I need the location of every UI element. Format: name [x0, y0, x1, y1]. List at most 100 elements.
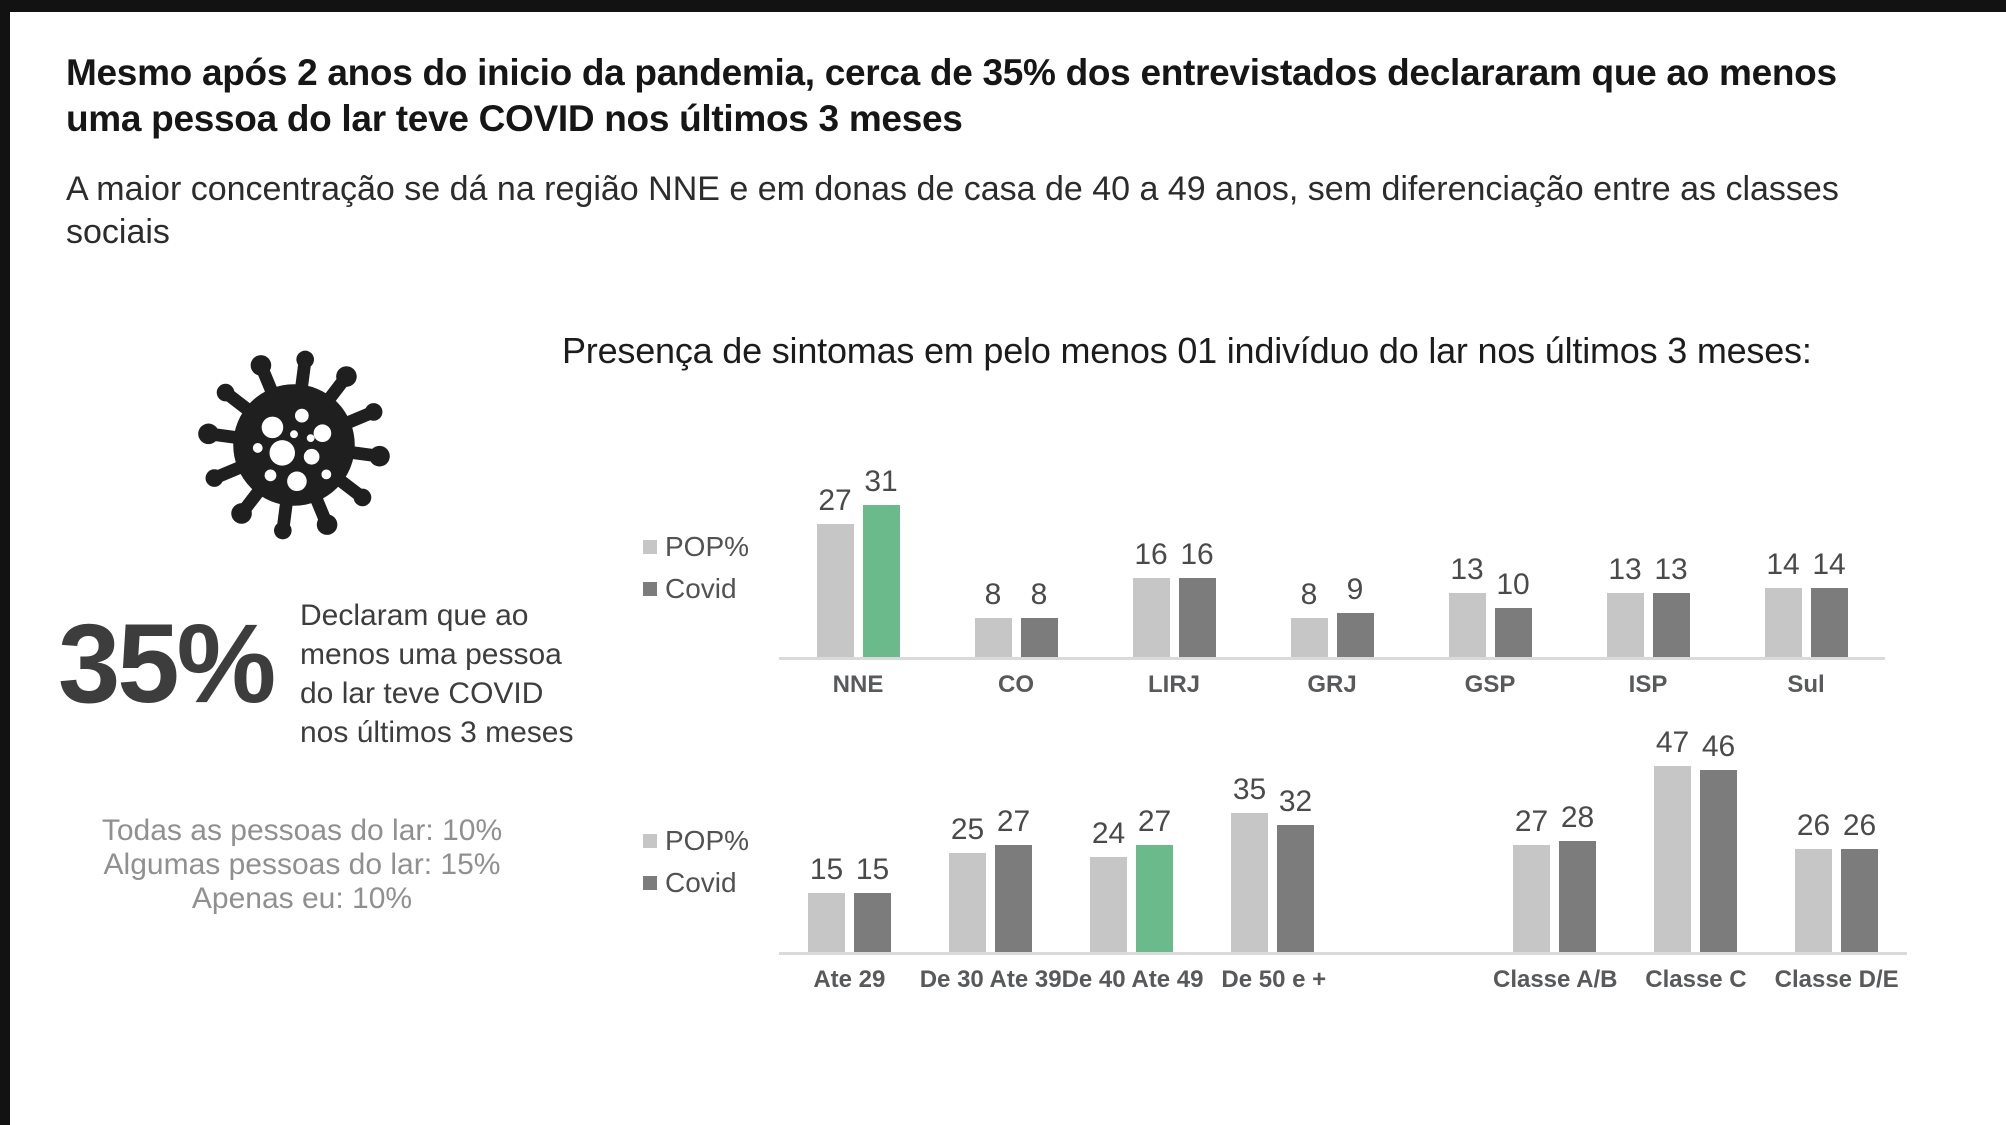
bar-POP%-NNE: [816, 524, 854, 657]
bar-POP%-GRJ: [1290, 618, 1328, 657]
stat-description: Declaram que ao menos uma pessoa do lar …: [300, 599, 574, 749]
bar-group-De 50 e +: 35 32: [1202, 774, 1343, 952]
breakdown-line-algumas: Algumas pessoas do lar: 15%: [103, 848, 501, 881]
value-label-Covid-GSP: 10: [1496, 568, 1530, 601]
legend-swatch: [643, 581, 657, 596]
bar-group-GSP: 13 10: [1411, 554, 1569, 657]
category-label-LIRJ: LIRJ: [1147, 671, 1200, 698]
bar-POP%-LIRJ: [1132, 578, 1170, 657]
bar-group-Classe C: 47 46: [1625, 727, 1766, 952]
bar-POP%-GSP: [1448, 593, 1486, 657]
bar-POP%-De 50 e +: [1231, 813, 1268, 952]
category-label-NNE: NNE: [832, 671, 884, 698]
value-label-POP%-GRJ: 8: [1300, 578, 1318, 611]
value-label-Covid-CO: 8: [1030, 578, 1048, 611]
value-label-POP%-GSP: 13: [1450, 553, 1484, 586]
bar-POP%-Classe D/E: [1795, 849, 1832, 952]
value-label-Covid-De 50 e +: 32: [1278, 785, 1313, 818]
legend-swatch: [643, 833, 657, 848]
value-label-Covid-Classe D/E: 26: [1842, 809, 1877, 842]
bar-group-De 40 Ate 49: 24 27: [1061, 806, 1202, 952]
legend-swatch: [643, 875, 657, 890]
legend-label: Covid: [665, 573, 737, 604]
bar-Covid-NNE: [862, 505, 900, 657]
slide-title: Mesmo após 2 anos do inicio da pandemia,…: [66, 52, 1837, 140]
value-label-POP%-Sul: 14: [1766, 548, 1800, 581]
category-label-De 50 e +: De 50 e +: [1221, 966, 1327, 993]
value-label-POP%-ISP: 13: [1608, 553, 1642, 586]
demographic-chart-legend: POP% Covid: [643, 826, 749, 897]
value-label-POP%-Ate 29: 15: [809, 853, 844, 886]
bar-POP%-ISP: [1606, 593, 1644, 657]
region-chart-category-labels: NNE CO LIRJ GRJ GSP ISP Sul: [779, 671, 1885, 699]
bar-POP%-Ate 29: [808, 893, 845, 952]
category-label-CO: CO: [998, 671, 1034, 698]
category-label-Ate 29: Ate 29: [813, 966, 886, 993]
value-label-POP%-NNE: 27: [818, 484, 852, 517]
region-bar-chart: 27 31 8 8 16 16 8 9 13 10 13 13 14 14 NNE CO LIRJ GRJ GSP…: [779, 466, 1885, 699]
stat-35-percent: 35%: [58, 601, 276, 726]
bar-POP%-Classe C: [1654, 766, 1691, 952]
value-label-Covid-Classe A/B: 28: [1560, 801, 1595, 834]
bar-Covid-Classe D/E: [1841, 849, 1878, 952]
bar-Covid-Classe A/B: [1559, 841, 1596, 952]
region-chart-plot-area: 27 31 8 8 16 16 8 9 13 10 13 13 14 14: [779, 466, 1885, 657]
region-chart-legend: POP% Covid: [643, 532, 749, 603]
breakdown-line-todas: Todas as pessoas do lar: 10%: [101, 814, 503, 847]
bar-group-Sul: 14 14: [1727, 549, 1885, 657]
bar-Covid-De 50 e +: [1277, 825, 1314, 952]
category-label-ISP: ISP: [1628, 671, 1668, 698]
category-label-De 30 Ate 39: De 30 Ate 39: [919, 966, 1062, 993]
top-accent-bar: [0, 0, 2006, 12]
value-label-Covid-LIRJ: 16: [1180, 538, 1214, 571]
value-label-Covid-Ate 29: 15: [855, 853, 890, 886]
bar-group-Ate 29: 15 15: [779, 854, 920, 952]
category-label-GSP: GSP: [1464, 671, 1516, 698]
bar-Covid-GRJ: [1336, 613, 1374, 657]
region-chart-axis-line: [779, 657, 1885, 660]
bar-group-Classe A/B: 27 28: [1484, 802, 1625, 952]
bar-Covid-Ate 29: [854, 893, 891, 952]
bar-Covid-CO: [1020, 618, 1058, 657]
legend-item-pop: POP%: [643, 826, 749, 855]
stat-breakdown: Todas as pessoas do lar: 10% Algumas pes…: [82, 814, 522, 916]
left-accent-bar: [0, 0, 10, 1125]
value-label-POP%-De 50 e +: 35: [1232, 773, 1267, 806]
category-label-Classe D/E: Classe D/E: [1774, 966, 1899, 993]
category-label-GRJ: GRJ: [1307, 671, 1357, 698]
legend-label: POP%: [665, 531, 750, 562]
value-label-Covid-De 40 Ate 49: 27: [1137, 805, 1172, 838]
bar-group-LIRJ: 16 16: [1095, 539, 1253, 657]
value-label-Covid-Sul: 14: [1812, 548, 1846, 581]
value-label-POP%-De 30 Ate 39: 25: [950, 813, 985, 846]
bar-Covid-Classe C: [1700, 770, 1737, 952]
bar-Covid-De 30 Ate 39: [995, 845, 1032, 952]
bar-POP%-CO: [974, 618, 1012, 657]
breakdown-line-apenas: Apenas eu: 10%: [191, 882, 413, 915]
demographic-chart-axis-line: [779, 952, 1907, 955]
category-label-spacer: [1344, 966, 1485, 994]
legend-item-covid: Covid: [643, 868, 749, 897]
bar-group-NNE: 27 31: [779, 466, 937, 657]
bar-POP%-Sul: [1764, 588, 1802, 657]
value-label-Covid-Classe C: 46: [1701, 730, 1736, 763]
value-label-POP%-De 40 Ate 49: 24: [1091, 817, 1126, 850]
value-label-Covid-NNE: 31: [864, 465, 898, 498]
value-label-Covid-GRJ: 9: [1346, 573, 1364, 606]
value-label-POP%-LIRJ: 16: [1134, 538, 1168, 571]
bar-POP%-De 30 Ate 39: [949, 853, 986, 952]
bar-Covid-De 40 Ate 49: [1136, 845, 1173, 952]
legend-label: Covid: [665, 867, 737, 898]
value-label-Covid-ISP: 13: [1654, 553, 1688, 586]
legend-label: POP%: [665, 825, 750, 856]
demographic-bar-chart: 15 15 25 27 24 27 35 32 27 28 47 46 26 26 Ate 29 De 30…: [779, 727, 1907, 994]
chart-section-header: Presença de sintomas em pelo menos 01 in…: [562, 330, 1812, 371]
category-label-De 40 Ate 49: De 40 Ate 49: [1061, 966, 1204, 993]
value-label-POP%-Classe A/B: 27: [1514, 805, 1549, 838]
demographic-chart-category-labels: Ate 29 De 30 Ate 39 De 40 Ate 49 De 50 e + C…: [779, 966, 1907, 994]
bar-Covid-ISP: [1652, 593, 1690, 657]
bar-group-De 30 Ate 39: 25 27: [920, 806, 1061, 952]
bar-POP%-Classe A/B: [1513, 845, 1550, 952]
legend-swatch: [643, 539, 657, 554]
